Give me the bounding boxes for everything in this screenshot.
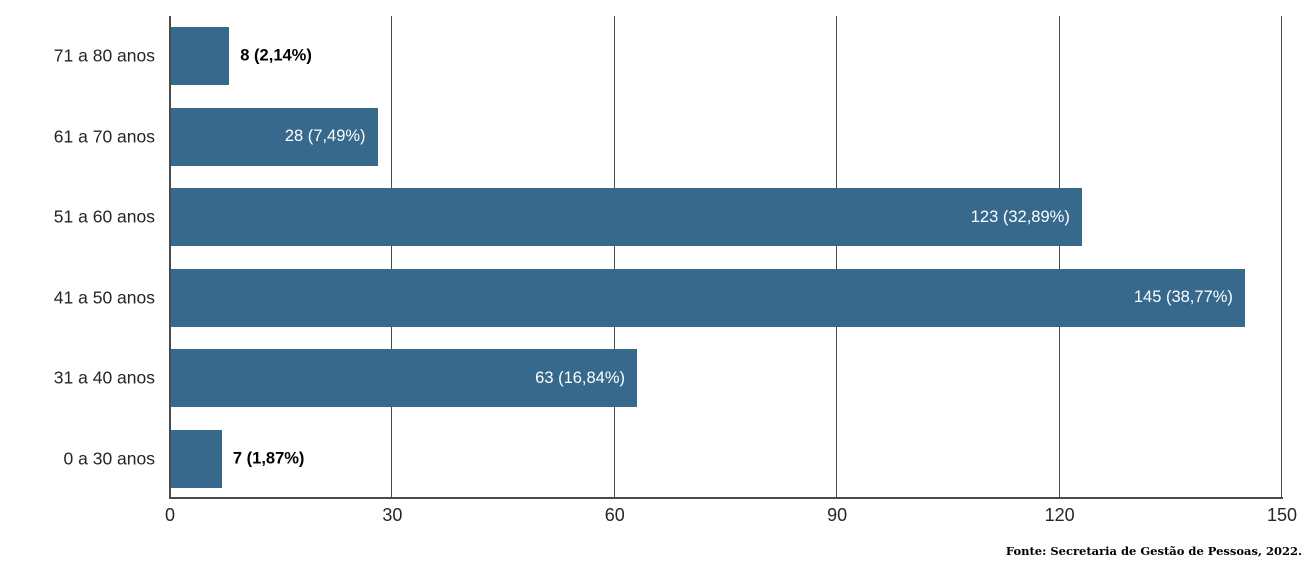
x-tick-label: 90: [827, 505, 848, 525]
bar: [170, 429, 222, 488]
x-tick-label: 150: [1266, 505, 1298, 525]
x-tick-label: 0: [164, 505, 176, 525]
x-axis-line: [169, 497, 1283, 499]
value-label: 28 (7,49%): [284, 127, 366, 146]
value-label: 123 (32,89%): [970, 207, 1070, 226]
category-label: 0 a 30 anos: [63, 448, 155, 469]
y-axis-labels: 71 a 80 anos 61 a 70 anos 51 a 60 anos 41 a…: [0, 16, 155, 499]
source-note: Fonte: Secretaria de Gestão de Pessoas, …: [1005, 544, 1302, 558]
bar: 63 (16,84%): [170, 349, 638, 408]
bar: [170, 27, 230, 86]
value-label: 8 (2,14%): [240, 46, 312, 65]
value-label: 63 (16,84%): [535, 368, 626, 387]
x-tick-label: 30: [382, 505, 403, 525]
gridline: [613, 16, 615, 499]
gridline: [1281, 16, 1282, 499]
category-label: 31 a 40 anos: [53, 367, 155, 388]
gridline: [391, 16, 393, 499]
bar: 28 (7,49%): [170, 107, 378, 166]
bar: 145 (38,77%): [170, 268, 1245, 327]
x-axis-labels: 0 30 60 90 120 150: [165, 505, 1297, 529]
x-tick-label: 120: [1044, 505, 1075, 525]
category-label: 71 a 80 anos: [53, 45, 155, 66]
y-axis-line: [169, 16, 171, 499]
category-label: 61 a 70 anos: [53, 126, 155, 147]
value-label: 145 (38,77%): [1133, 288, 1233, 307]
category-label: 41 a 50 anos: [53, 287, 155, 308]
gridline: [1058, 16, 1060, 499]
gridline: [836, 16, 838, 499]
bar: 123 (32,89%): [170, 188, 1082, 247]
category-label: 51 a 60 anos: [53, 206, 155, 227]
value-label: 7 (1,87%): [232, 449, 305, 468]
x-tick-label: 60: [604, 505, 625, 525]
plot-area: 8 (2,14%) 28 (7,49%) 123 (32,89%) 145 (38,7…: [170, 16, 1282, 499]
